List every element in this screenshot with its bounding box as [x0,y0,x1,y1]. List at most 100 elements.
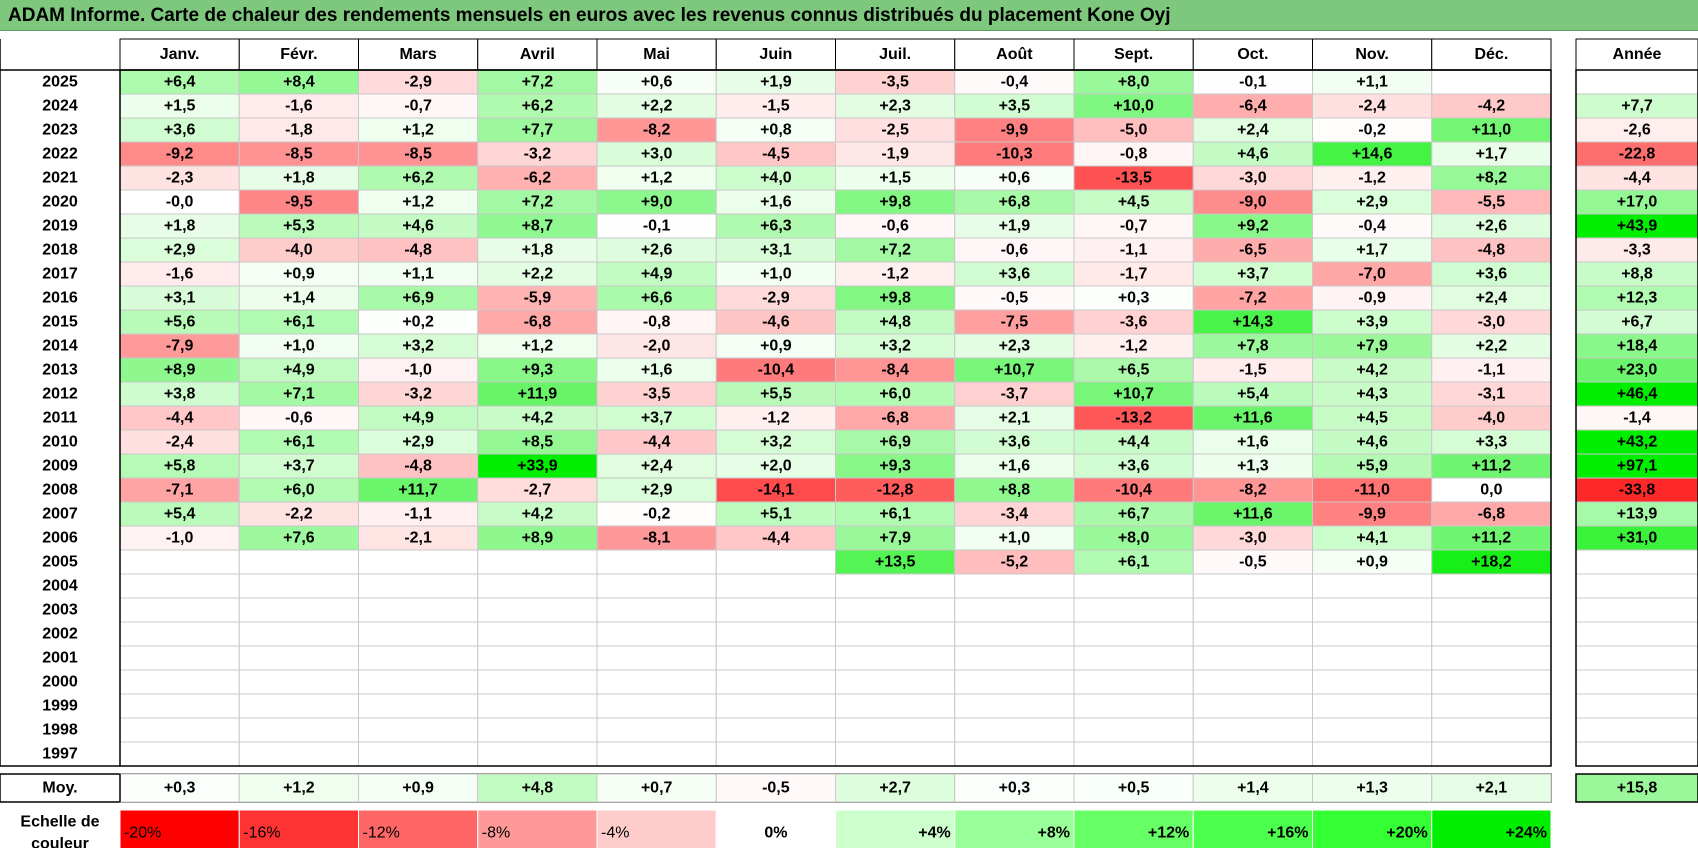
heatmap-cell-value: -0,4 [1001,74,1029,91]
heatmap-cell-value: +4,2 [522,410,554,427]
heatmap-cell [1192,573,1313,599]
heatmap-cell [954,501,1075,527]
average-cell-value: +1,3 [1356,780,1388,797]
heatmap-cell-value: +2,4 [1237,122,1269,139]
heatmap-cell [119,693,240,719]
heatmap-cell-value: +4,3 [1356,386,1388,403]
year-header-cell [1575,38,1698,71]
table-row: 2022 -9,2 -8,5 -8,5 -3,2 +3,0 -4,5 -1,9 -10,3 -0,… [42,141,1698,167]
average-cell-value: +0,9 [402,780,434,797]
heatmap-cell-value: +2,2 [522,266,554,283]
heatmap-cell [238,285,359,311]
heatmap-cell-value: -1,2 [881,266,909,283]
heatmap-cell-value: +8,4 [283,74,315,91]
heatmap-cell [238,597,359,623]
heatmap-cell-value: -5,2 [1001,554,1029,571]
color-scale-label-value: -12% [363,825,400,842]
heatmap-cell-value: -8,4 [881,362,909,379]
table-row: 2004 [42,573,1698,599]
heatmap-cell [1192,93,1313,119]
heatmap-cell-value: +1,2 [402,122,434,139]
color-scale-swatch [715,809,836,848]
heatmap-cell [477,549,598,575]
annual-cell [1575,669,1698,695]
heatmap-cell-value: +6,6 [641,290,673,307]
heatmap-cell-value: -1,5 [762,98,790,115]
heatmap-cell [238,357,359,383]
heatmap-cell-value: -1,0 [404,362,432,379]
heatmap-cell [1192,69,1313,95]
heatmap-cell [715,309,836,335]
heatmap-cell [1073,501,1194,527]
table-row: 2021 -2,3 +1,8 +6,2 -6,2 +1,2 +4,0 +1,5 +0,6 -13,… [42,165,1698,191]
heatmap-cell [358,669,479,695]
heatmap-cell [1192,645,1313,671]
month-header-label: Juil. [879,46,911,63]
heatmap-cell [238,189,359,215]
heatmap-cell [1073,141,1194,167]
annual-cell [1575,597,1698,623]
month-header-label: Mars [399,46,436,63]
color-scale-label-value: +12% [1148,825,1189,842]
heatmap-cell-value: +4,9 [283,362,315,379]
annual-cell [1575,69,1698,95]
heatmap-cell [1312,573,1433,599]
heatmap-cell-value: +7,6 [283,530,315,547]
table-row: 2002 [42,621,1698,647]
table-row: 2003 [42,597,1698,623]
heatmap-cell [1431,669,1552,695]
heatmap-cell [1312,117,1433,143]
annual-cell-value: +17,0 [1617,194,1658,211]
heatmap-cell [1431,525,1552,551]
heatmap-body: 2025 +6,4 +8,4 -2,9 +7,2 +0,6 +1,9 -3,5 -0,4 +8,0… [42,69,1698,767]
heatmap-cell-value: -7,0 [1358,266,1386,283]
month-header-label: Août [996,46,1033,63]
heatmap-cell-value: +14,3 [1233,314,1274,331]
heatmap-cell [358,645,479,671]
heatmap-cell [1431,453,1552,479]
heatmap-cell [1073,117,1194,143]
heatmap-cell [1073,69,1194,95]
heatmap-cell [358,237,479,263]
heatmap-cell [715,717,836,743]
heatmap-cell [477,453,598,479]
heatmap-cell [596,525,717,551]
heatmap-cell-value: +9,8 [879,290,911,307]
month-header-cell [358,38,479,71]
heatmap-cell-value: -2,9 [404,74,432,91]
color-scale-label-value: -16% [243,825,280,842]
heatmap-cell [477,693,598,719]
heatmap-cell-value: -3,0 [1478,314,1506,331]
heatmap-cell-value: +5,4 [1237,386,1269,403]
heatmap-cell-value: +8,5 [522,434,554,451]
heatmap-cell-value: +0,3 [1118,290,1150,307]
heatmap-cell-value: -0,7 [1120,218,1148,235]
heatmap-cell [835,477,956,503]
heatmap-cell-value: +8,7 [522,218,554,235]
heatmap-cell [477,93,598,119]
heatmap-cell [1073,525,1194,551]
annual-cell [1575,549,1698,575]
heatmap-cell-value: +4,1 [1356,530,1388,547]
annual-cell-value: +23,0 [1617,362,1658,379]
table-row: 2020 -0,0 -9,5 +1,2 +7,2 +9,0 +1,6 +9,8 +6,8 +4,5… [42,189,1698,215]
heatmap-cell [715,597,836,623]
heatmap-cell-value: +8,8 [999,482,1031,499]
row-year-label: 2020 [42,194,78,211]
heatmap-cell-value: +1,2 [402,194,434,211]
month-header-label: Févr. [280,46,317,63]
heatmap-cell [954,405,1075,431]
heatmap-cell-value: +3,2 [879,338,911,355]
heatmap-cell [1312,717,1433,743]
annual-cell [1575,141,1698,167]
row-year-label: 2007 [42,506,78,523]
heatmap-cell-value: -3,4 [1001,506,1029,523]
annual-cell [1575,357,1698,383]
heatmap-cell [596,573,717,599]
heatmap-cell-value: +1,8 [283,170,315,187]
heatmap-cell-value: -0,1 [643,218,671,235]
heatmap-cell-value: +0,8 [760,122,792,139]
heatmap-cell [358,333,479,359]
heatmap-cell [358,741,479,767]
heatmap-cell [477,213,598,239]
